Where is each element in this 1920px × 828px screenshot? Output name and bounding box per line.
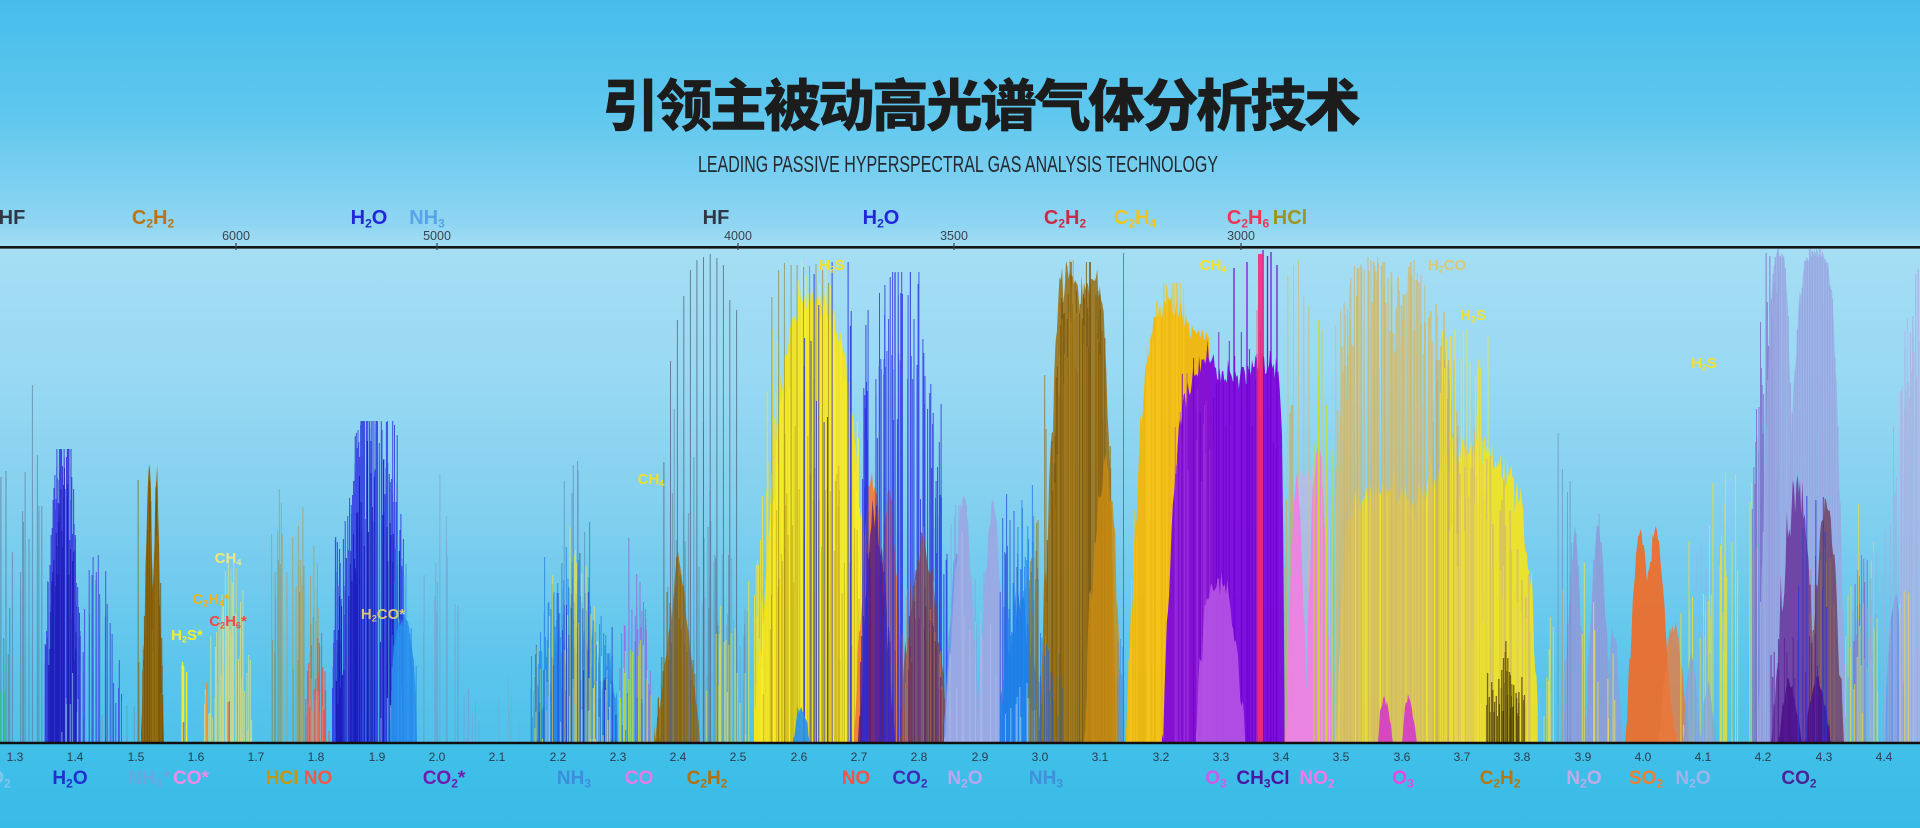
svg-text:1.5: 1.5 bbox=[128, 750, 145, 764]
svg-text:2.5: 2.5 bbox=[730, 750, 747, 764]
svg-text:4.2: 4.2 bbox=[1755, 750, 1772, 764]
svg-text:O3: O3 bbox=[1205, 768, 1227, 790]
svg-text:HF: HF bbox=[703, 207, 730, 229]
svg-text:1.3: 1.3 bbox=[7, 750, 24, 764]
svg-text:CH3Cl: CH3Cl bbox=[1236, 768, 1289, 790]
svg-text:NH3: NH3 bbox=[409, 207, 445, 231]
svg-text:C2H4: C2H4 bbox=[1114, 207, 1157, 231]
svg-text:2.0: 2.0 bbox=[429, 750, 446, 764]
svg-text:1.8: 1.8 bbox=[308, 750, 325, 764]
svg-text:2.7: 2.7 bbox=[851, 750, 868, 764]
svg-text:3000: 3000 bbox=[1227, 229, 1255, 243]
svg-text:4.3: 4.3 bbox=[1816, 750, 1833, 764]
svg-text:4.0: 4.0 bbox=[1635, 750, 1652, 764]
svg-text:H2S: H2S bbox=[819, 257, 845, 275]
svg-text:3.2: 3.2 bbox=[1153, 750, 1170, 764]
svg-text:1.7: 1.7 bbox=[248, 750, 265, 764]
svg-text:3.4: 3.4 bbox=[1273, 750, 1290, 764]
svg-text:C2H6*: C2H6* bbox=[209, 613, 247, 631]
svg-text:NO: NO bbox=[304, 768, 333, 789]
svg-text:CO*: CO* bbox=[173, 768, 210, 789]
svg-text:3500: 3500 bbox=[940, 229, 968, 243]
svg-text:2.2: 2.2 bbox=[550, 750, 567, 764]
svg-text:C2H2: C2H2 bbox=[687, 768, 728, 790]
svg-text:1.4: 1.4 bbox=[67, 750, 84, 764]
svg-text:2.8: 2.8 bbox=[911, 750, 928, 764]
svg-text:NO: NO bbox=[842, 768, 871, 789]
svg-text:NH3: NH3 bbox=[557, 768, 591, 790]
svg-text:NH3: NH3 bbox=[1029, 768, 1063, 790]
svg-text:CH4: CH4 bbox=[1200, 257, 1227, 275]
svg-text:NH3*: NH3* bbox=[128, 768, 170, 790]
svg-text:2.1: 2.1 bbox=[489, 750, 506, 764]
svg-text:H2S: H2S bbox=[1691, 355, 1717, 373]
svg-text:3.8: 3.8 bbox=[1514, 750, 1531, 764]
svg-text:H2S: H2S bbox=[1460, 307, 1486, 325]
svg-text:2.6: 2.6 bbox=[791, 750, 808, 764]
svg-text:4.4: 4.4 bbox=[1876, 750, 1893, 764]
svg-text:C2H4*: C2H4* bbox=[192, 591, 230, 609]
svg-text:CO2: CO2 bbox=[1781, 768, 1817, 790]
svg-text:C2H2: C2H2 bbox=[132, 207, 175, 231]
svg-text:N2O: N2O bbox=[1566, 768, 1601, 790]
svg-text:CH4: CH4 bbox=[215, 550, 242, 568]
svg-text:6000: 6000 bbox=[222, 229, 250, 243]
svg-text:4000: 4000 bbox=[724, 229, 752, 243]
svg-text:3.0: 3.0 bbox=[1032, 750, 1049, 764]
svg-text:3.1: 3.1 bbox=[1092, 750, 1109, 764]
svg-text:N2O: N2O bbox=[947, 768, 982, 790]
svg-text:O2: O2 bbox=[0, 768, 11, 790]
svg-text:C2H2: C2H2 bbox=[1480, 768, 1521, 790]
svg-text:H2O: H2O bbox=[351, 207, 388, 231]
svg-text:LEADING PASSIVE HYPERSPECTRAL: LEADING PASSIVE HYPERSPECTRAL GAS ANALYS… bbox=[698, 151, 1218, 177]
svg-text:1.6: 1.6 bbox=[188, 750, 205, 764]
svg-text:3.3: 3.3 bbox=[1213, 750, 1230, 764]
svg-text:SO2: SO2 bbox=[1629, 768, 1663, 790]
svg-text:CH4: CH4 bbox=[638, 471, 665, 489]
svg-text:H2CO*: H2CO* bbox=[361, 606, 405, 624]
svg-text:5000: 5000 bbox=[423, 229, 451, 243]
svg-text:C2H2: C2H2 bbox=[1044, 207, 1087, 231]
svg-text:1.9: 1.9 bbox=[369, 750, 386, 764]
svg-text:3.6: 3.6 bbox=[1394, 750, 1411, 764]
svg-text:HCl: HCl bbox=[266, 768, 299, 789]
svg-text:H2CO: H2CO bbox=[1428, 257, 1467, 275]
svg-text:HF: HF bbox=[0, 207, 25, 229]
svg-text:2.9: 2.9 bbox=[972, 750, 989, 764]
svg-text:3.9: 3.9 bbox=[1575, 750, 1592, 764]
svg-text:2.4: 2.4 bbox=[670, 750, 687, 764]
svg-text:H2S*: H2S* bbox=[171, 627, 203, 645]
svg-text:3.7: 3.7 bbox=[1454, 750, 1471, 764]
svg-text:CO2: CO2 bbox=[892, 768, 928, 790]
svg-text:2.3: 2.3 bbox=[610, 750, 627, 764]
svg-text:CO2*: CO2* bbox=[423, 768, 466, 790]
svg-text:N2O: N2O bbox=[1675, 768, 1710, 790]
svg-text:H2O: H2O bbox=[863, 207, 900, 231]
svg-text:NO2: NO2 bbox=[1299, 768, 1335, 790]
svg-text:C2H6: C2H6 bbox=[1227, 207, 1270, 231]
svg-text:HCl: HCl bbox=[1273, 207, 1307, 229]
svg-text:3.5: 3.5 bbox=[1333, 750, 1350, 764]
svg-text:H2O: H2O bbox=[52, 768, 87, 790]
svg-text:CO: CO bbox=[625, 768, 654, 789]
svg-text:O3: O3 bbox=[1392, 768, 1414, 790]
svg-text:4.1: 4.1 bbox=[1695, 750, 1712, 764]
